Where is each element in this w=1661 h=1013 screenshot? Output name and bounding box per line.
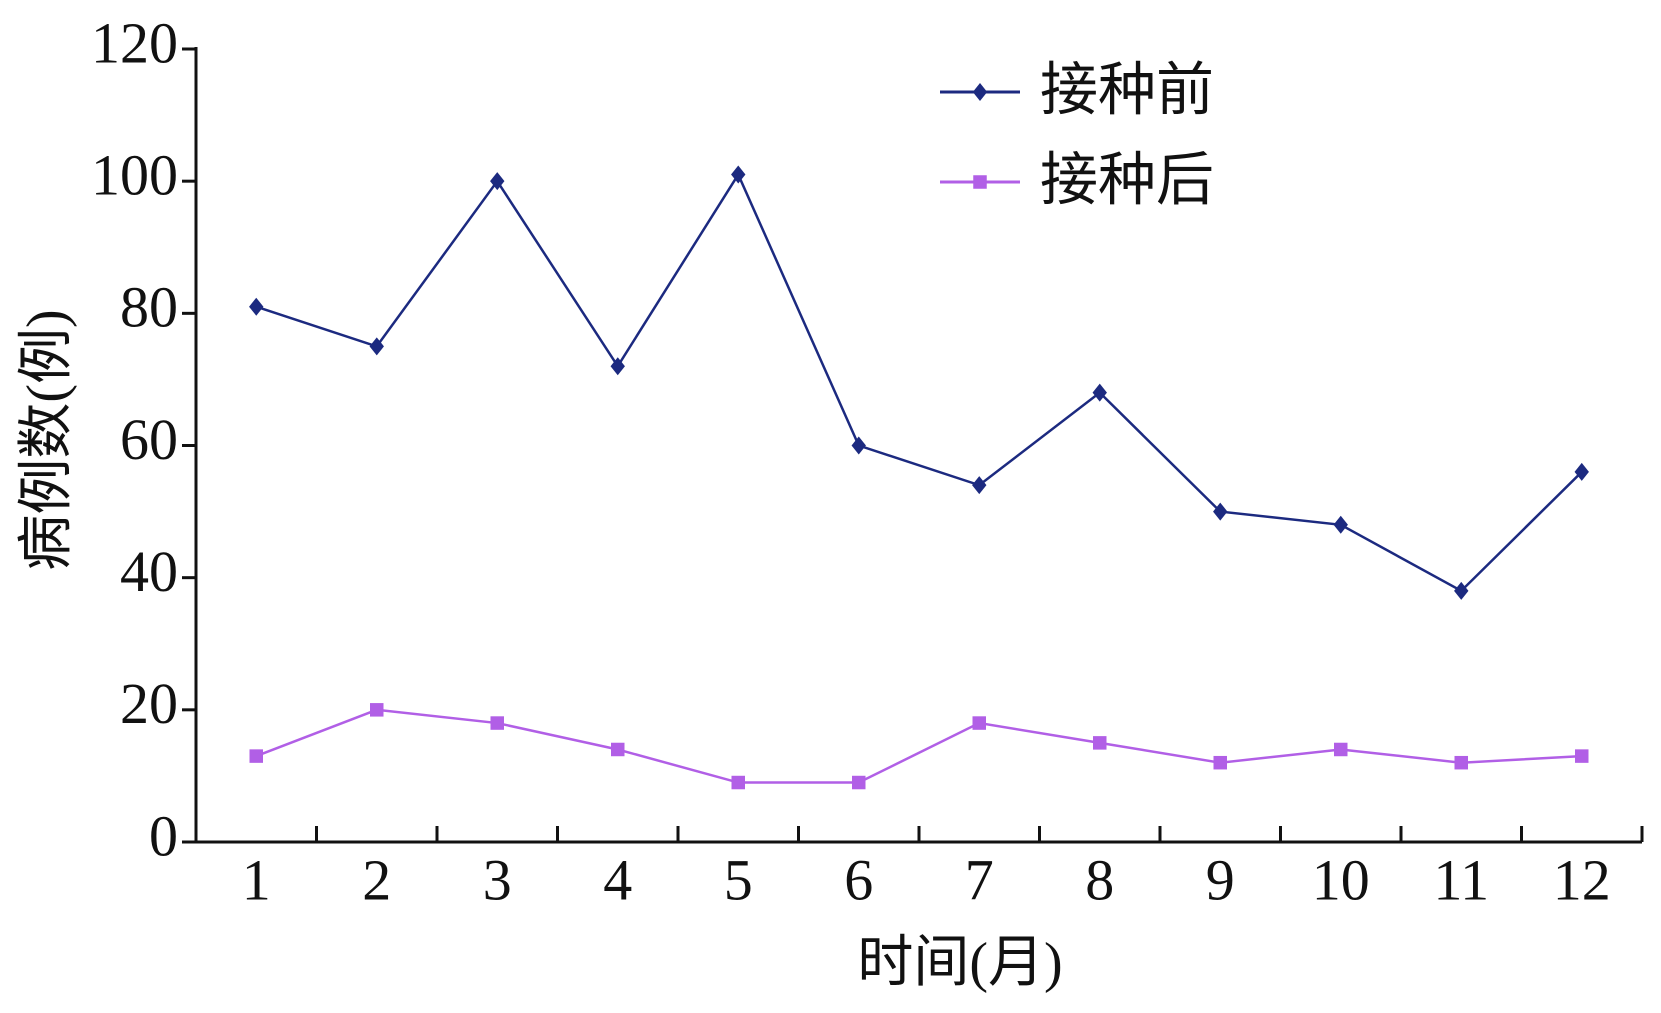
y-tick-label: 120 xyxy=(91,10,178,75)
point xyxy=(1333,515,1348,534)
legend-marker xyxy=(973,175,987,189)
x-tick-label: 4 xyxy=(603,847,632,912)
point xyxy=(490,716,504,730)
point xyxy=(852,775,866,790)
series-line xyxy=(255,708,1582,784)
y-tick-label: 20 xyxy=(120,671,178,736)
point xyxy=(1454,581,1469,600)
x-tick-label: 2 xyxy=(362,847,391,912)
x-tick-label: 11 xyxy=(1433,847,1489,912)
x-tick-label: 9 xyxy=(1206,847,1235,912)
x-tick-label: 6 xyxy=(844,847,873,912)
point xyxy=(1092,383,1107,402)
point xyxy=(972,716,986,730)
x-tick-label: 8 xyxy=(1085,847,1114,912)
point xyxy=(611,742,625,757)
y-axis-title: 病例数(例) xyxy=(16,309,78,570)
y-tick-label: 40 xyxy=(120,539,178,604)
point xyxy=(851,436,866,455)
point xyxy=(369,337,384,356)
point xyxy=(610,357,625,376)
point xyxy=(1575,749,1589,763)
point xyxy=(249,297,264,316)
point xyxy=(1574,462,1589,481)
point xyxy=(1334,742,1348,757)
x-axis-title: 时间(月) xyxy=(857,932,1062,994)
point xyxy=(370,703,384,717)
point xyxy=(731,165,746,184)
x-tick-label: 10 xyxy=(1312,847,1370,912)
point xyxy=(1454,755,1468,770)
y-tick-label: 0 xyxy=(149,803,178,868)
point xyxy=(1213,502,1228,521)
x-tick-label: 1 xyxy=(242,847,271,912)
legend-marker xyxy=(972,83,988,101)
x-tick-label: 3 xyxy=(483,847,512,912)
y-tick-label: 100 xyxy=(91,142,178,207)
point xyxy=(1093,736,1107,750)
x-tick-label: 5 xyxy=(724,847,753,912)
point xyxy=(249,749,263,763)
point xyxy=(1213,755,1227,770)
legend-label: 接种后 xyxy=(1040,147,1214,212)
point xyxy=(731,775,745,790)
legend-label: 接种前 xyxy=(1040,57,1214,122)
series-line xyxy=(255,171,1583,593)
x-tick-label: 7 xyxy=(965,847,994,912)
y-tick-label: 80 xyxy=(120,275,178,340)
point xyxy=(490,172,505,191)
x-tick-label: 12 xyxy=(1553,847,1611,912)
y-tick-label: 60 xyxy=(120,407,178,472)
point xyxy=(972,476,987,495)
